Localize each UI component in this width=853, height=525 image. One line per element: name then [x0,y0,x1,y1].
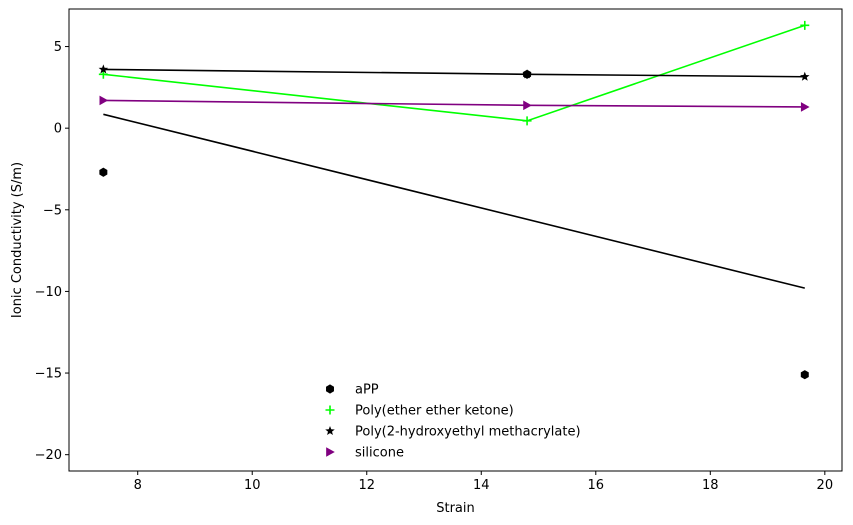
series-line-silicone [103,99,805,108]
y-axis: −20 −15 −10 −5 0 5 [35,40,69,463]
legend-marker-poly-ether-ether-ketone [325,405,335,415]
point-silicone [800,102,810,112]
series-line-poly-2-hydroxyethyl-methacrylate [103,68,805,78]
legend-marker-silicone [326,447,335,457]
y-axis-label: Ionic Conductivity (S/m) [10,162,25,318]
point-app [800,370,809,380]
point-poly-2-hydroxyethyl-methacrylate [800,71,810,81]
series-lines [103,24,806,289]
y-tick-label: −20 [35,448,62,463]
y-tick-label: −5 [43,203,62,218]
y-tick-label: −10 [35,285,62,300]
legend-label-poly-ether-ether-ketone: Poly(ether ether ketone) [355,404,514,419]
x-tick-label: 20 [817,478,834,493]
y-tick-label: 5 [54,40,62,55]
legend-label-poly-2-hydroxyethyl-methacrylate: Poly(2-hydroxyethyl methacrylate) [355,425,581,440]
y-tick-label: 0 [54,122,62,137]
point-poly-ether-ether-ketone [522,116,532,126]
fit-line-app [103,113,805,289]
point-app [99,167,108,177]
point-silicone [523,100,532,111]
plot-frame [68,8,843,472]
point-poly-2-hydroxyethyl-methacrylate [98,64,109,74]
point-poly-ether-ether-ketone [800,20,810,30]
x-axis: 8 10 12 14 16 18 20 [134,471,834,493]
x-tick-label: 16 [588,478,605,493]
legend-marker-app [326,384,334,394]
x-tick-label: 18 [702,478,719,493]
y-tick-label: −15 [35,367,62,382]
series-markers [98,20,810,380]
legend-label-silicone: silicone [355,446,404,461]
x-tick-label: 10 [244,478,261,493]
point-poly-2-hydroxyethyl-methacrylate [522,69,532,79]
x-tick-label: 12 [358,478,375,493]
legend: aPP Poly(ether ether ketone) Poly(2-hydrox… [325,383,581,461]
legend-label-app: aPP [355,383,379,398]
x-tick-label: 14 [473,478,490,493]
legend-marker-poly-2-hydroxyethyl-methacrylate [325,426,335,436]
point-silicone [99,95,109,106]
x-axis-label: Strain [436,501,475,516]
x-tick-label: 8 [134,478,142,493]
